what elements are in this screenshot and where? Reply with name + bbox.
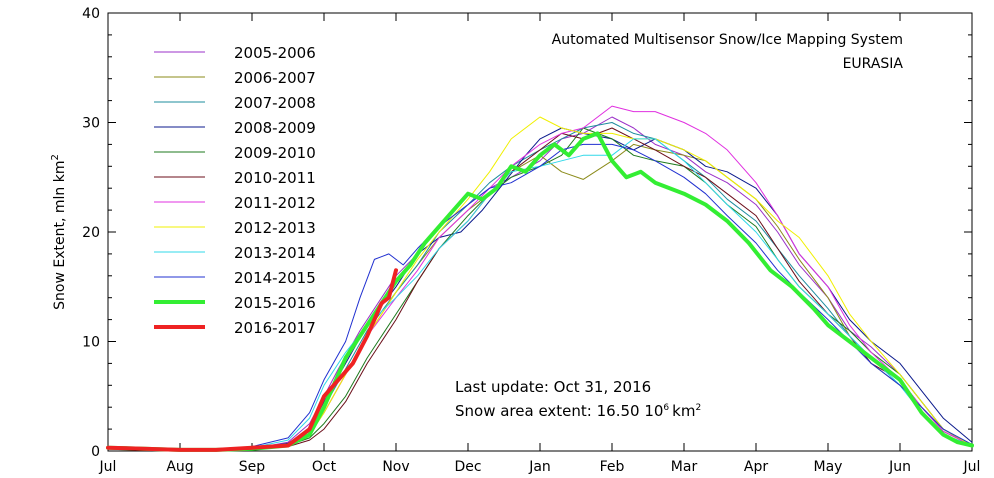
last-update-annotation: Last update: Oct 31, 2016 [455, 378, 651, 396]
series-line-2013-2014 [107, 138, 973, 451]
legend-label: 2014-2015 [234, 269, 316, 287]
extent-annotation: Snow area extent: 16.50 106 km2 [455, 402, 701, 420]
y-tick-label: 40 [82, 6, 100, 22]
x-tick-label: Sep [239, 459, 266, 475]
y-tick-label: 30 [82, 116, 100, 132]
y-axis-label-superscript: 2 [50, 154, 61, 160]
legend-label: 2005-2006 [234, 44, 316, 62]
y-axis-label-text: Snow Extent, mln km [52, 161, 68, 310]
plot-frame [107, 12, 973, 452]
extent-annotation-unit-superscript: 2 [695, 403, 701, 413]
y-tick-label: 10 [82, 335, 100, 351]
axis-ticks: 0 10 20 30 40 Jul Aug Sep Oct Nov Dec Jan Feb Mar Apr M… [82, 6, 980, 475]
x-tick-label: Dec [454, 459, 481, 475]
x-tick-label: Apr [744, 459, 768, 475]
legend-label: 2007-2008 [234, 94, 316, 112]
legend-label: 2008-2009 [234, 119, 316, 137]
chart-title: Automated Multisensor Snow/Ice Mapping S… [552, 32, 903, 48]
legend-label: 2006-2007 [234, 69, 316, 87]
x-tick-label: Jul [99, 459, 117, 475]
y-tick-label: 20 [82, 225, 100, 241]
series-line-2014-2015 [107, 143, 973, 451]
x-tick-label: Nov [382, 459, 409, 475]
x-tick-label: Feb [600, 459, 625, 475]
extent-annotation-exponent: 6 [663, 403, 669, 413]
chart-subtitle: EURASIA [843, 56, 904, 72]
legend-label: 2011-2012 [234, 194, 316, 212]
series-lines [106, 105, 974, 452]
y-axis-label: Snow Extent, mln km2 [50, 154, 68, 310]
x-tick-label: May [814, 459, 843, 475]
extent-annotation-unit: km [672, 402, 695, 420]
extent-annotation-text: Snow area extent: 16.50 10 [455, 402, 663, 420]
x-tick-label: Jun [888, 459, 911, 475]
series-line-2016-2017 [106, 268, 398, 452]
x-tick-label: Oct [312, 459, 337, 475]
legend-label: 2016-2017 [234, 319, 316, 337]
y-tick-label: 0 [91, 444, 100, 460]
legend: 2005-2006 2006-2007 2007-2008 2008-2009 2009… [154, 44, 316, 337]
legend-label: 2015-2016 [234, 294, 316, 312]
legend-label: 2010-2011 [234, 169, 316, 187]
x-tick-label: Aug [166, 459, 193, 475]
x-tick-label: Mar [671, 459, 698, 475]
legend-label: 2012-2013 [234, 219, 316, 237]
x-tick-label: Jul [963, 459, 981, 475]
legend-label: 2013-2014 [234, 244, 316, 262]
legend-label: 2009-2010 [234, 144, 316, 162]
x-tick-label: Jan [528, 459, 551, 475]
